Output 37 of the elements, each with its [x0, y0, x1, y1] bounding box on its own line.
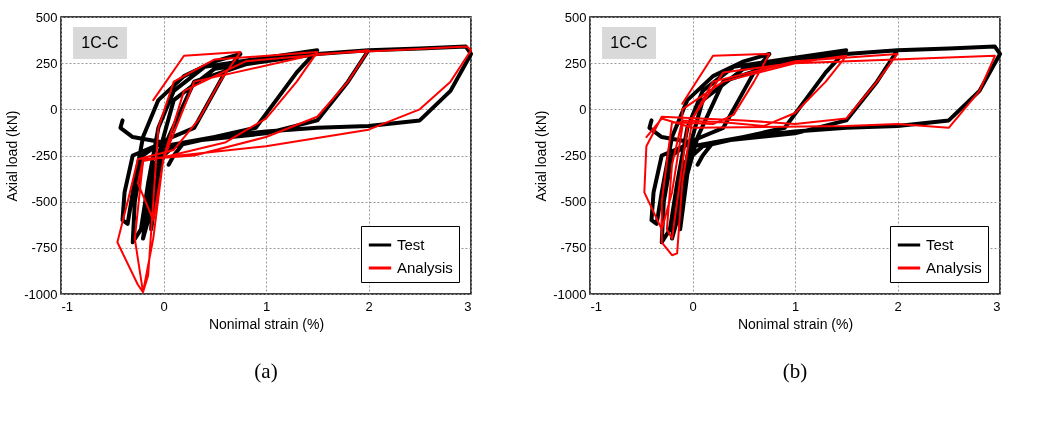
x-tick-label: 2 [894, 298, 902, 314]
y-tick-label: 500 [564, 9, 587, 25]
y-tick-label: -500 [560, 194, 587, 210]
y-tick-label: 250 [35, 55, 58, 71]
annotation: 1C-C [81, 34, 119, 51]
legend-label: Analysis [926, 259, 982, 276]
y-tick-label: -250 [560, 148, 587, 163]
x-tick-label: 2 [365, 298, 373, 314]
x-tick-label: 1 [791, 298, 800, 314]
x-tick-label: -1 [61, 298, 74, 314]
y-tick-label: -750 [31, 240, 58, 256]
x-tick-label: 0 [160, 298, 168, 314]
annotation: 1C-C [610, 34, 648, 51]
y-tick-label: 0 [579, 101, 587, 117]
y-tick-label: -1000 [553, 286, 587, 302]
x-tick-label: 1 [262, 298, 271, 314]
y-tick-label: -500 [31, 194, 58, 210]
line-series [116, 45, 472, 294]
x-axis-title: Nonimal strain (%) [737, 315, 854, 332]
x-tick-label: -1 [590, 298, 603, 314]
x-axis-title: Nonimal strain (%) [208, 315, 325, 332]
x-tick-label: 3 [993, 298, 1001, 314]
y-tick-label: 500 [35, 9, 58, 25]
legend-label: Test [926, 236, 955, 253]
y-tick-label: 250 [564, 55, 587, 71]
y-tick-label: -750 [560, 240, 587, 256]
y-tick-label: 0 [50, 101, 58, 117]
y-tick-label: -250 [31, 148, 58, 163]
y-axis-title: Axial load (kN) [533, 110, 550, 202]
legend-label: Analysis [397, 259, 453, 276]
legend-label: Test [397, 236, 426, 253]
text: (b) [782, 359, 808, 383]
text: (a) [254, 359, 278, 383]
y-tick-label: -1000 [24, 286, 58, 302]
x-tick-label: 0 [689, 298, 697, 314]
y-axis-title: Axial load (kN) [4, 110, 21, 202]
x-tick-label: 3 [464, 298, 472, 314]
